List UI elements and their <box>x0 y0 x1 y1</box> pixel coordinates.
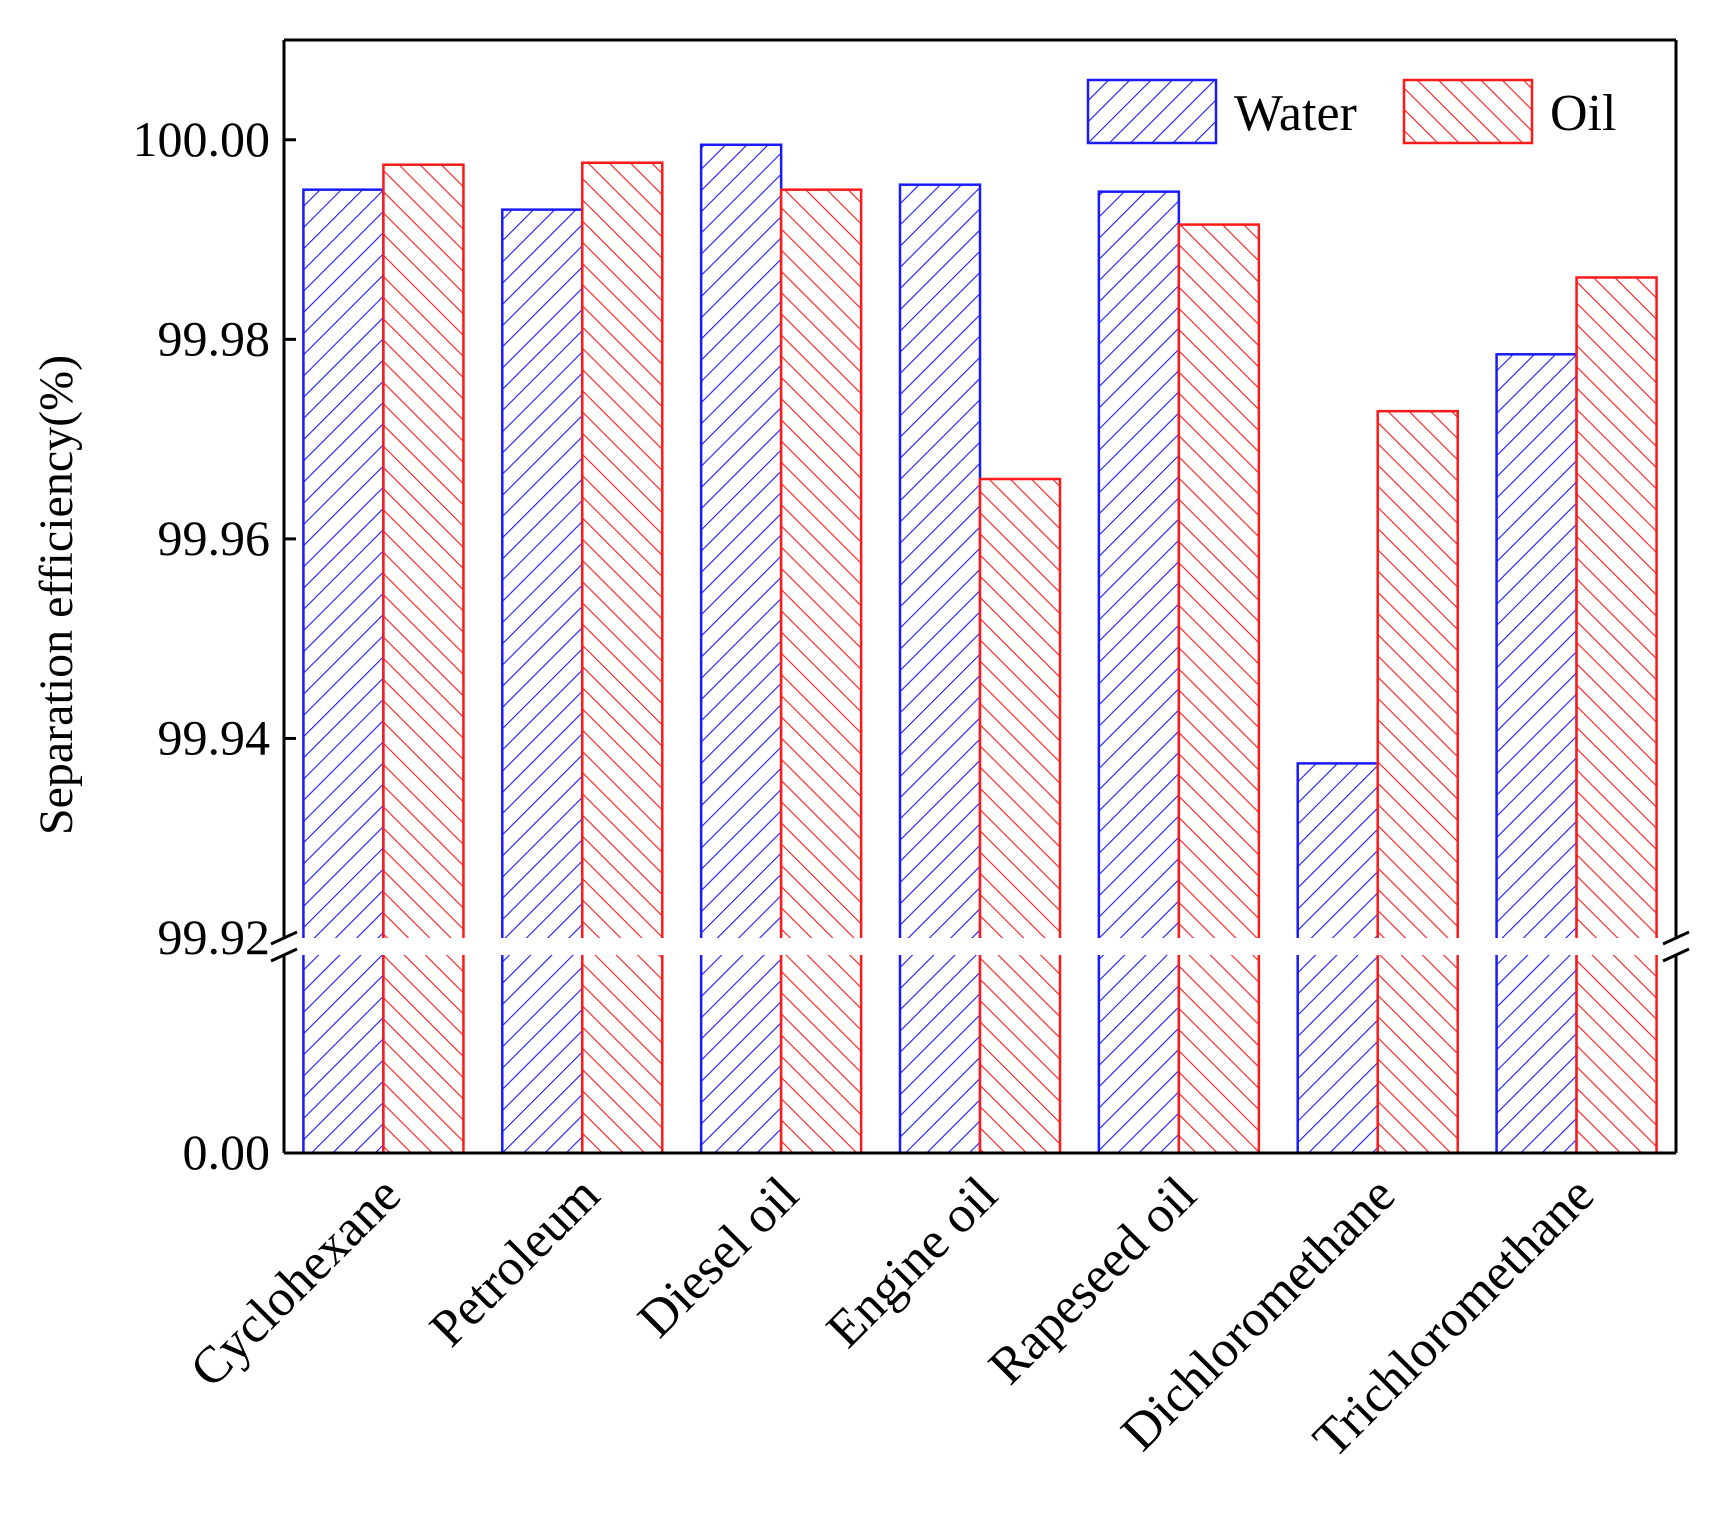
y-axis-label: Separation efficiency(%) <box>30 355 83 835</box>
legend-swatch-oil <box>1402 78 1534 145</box>
right-break-mark-top <box>1662 930 1690 946</box>
y-ticks-layer: 0.00 99.92 99.94 99.96 99.98 100.00 <box>133 111 296 1180</box>
bar-oil-dichloromethane <box>1376 409 1459 1155</box>
bar-water-trichloromethane <box>1495 353 1578 1155</box>
y-tick-label: 99.98 <box>158 310 271 366</box>
x-tick-label-engine-oil: Engine oil <box>816 1166 1008 1358</box>
bar-oil-rapeseed-oil <box>1177 223 1261 1155</box>
bars-layer <box>302 143 1658 1155</box>
bar-oil-petroleum <box>581 161 664 1155</box>
y-tick-label: 99.96 <box>158 510 271 566</box>
x-tick-label-cyclohexane: Cyclohexane <box>180 1166 412 1398</box>
bar-water-diesel-oil <box>699 143 783 1155</box>
legend-swatch-water <box>1086 78 1218 145</box>
y-tick-label: 99.94 <box>158 709 271 765</box>
bar-oil-trichloromethane <box>1575 276 1658 1155</box>
y-tick-label: 99.92 <box>158 909 271 965</box>
bar-oil-diesel-oil <box>779 188 863 1155</box>
legend-label-water: Water <box>1234 85 1357 142</box>
x-category-labels: Cyclohexane Petroleum Diesel oil Engine oil… <box>180 1166 1605 1468</box>
x-tick-label-petroleum: Petroleum <box>419 1166 610 1357</box>
bar-water-dichloromethane <box>1296 762 1379 1155</box>
right-break-mark-bottom <box>1662 947 1690 963</box>
axis-break-gap <box>272 938 1688 955</box>
legend-label-oil: Oil <box>1550 85 1616 142</box>
bar-water-petroleum <box>501 208 584 1155</box>
bar-water-cyclohexane <box>302 188 385 1155</box>
bar-oil-cyclohexane <box>382 163 465 1155</box>
y-tick-label: 0.00 <box>183 1124 271 1180</box>
bar-water-engine-oil <box>898 183 982 1155</box>
left-break-mark-top <box>270 930 298 946</box>
y-tick-label: 100.00 <box>133 111 271 167</box>
legend: Water Oil <box>1086 78 1616 145</box>
bar-water-rapeseed-oil <box>1097 190 1181 1155</box>
axes-layer <box>270 38 1690 1155</box>
x-tick-label-diesel-oil: Diesel oil <box>627 1166 809 1348</box>
left-break-mark-bottom <box>270 947 298 963</box>
bar-oil-engine-oil <box>978 477 1062 1155</box>
